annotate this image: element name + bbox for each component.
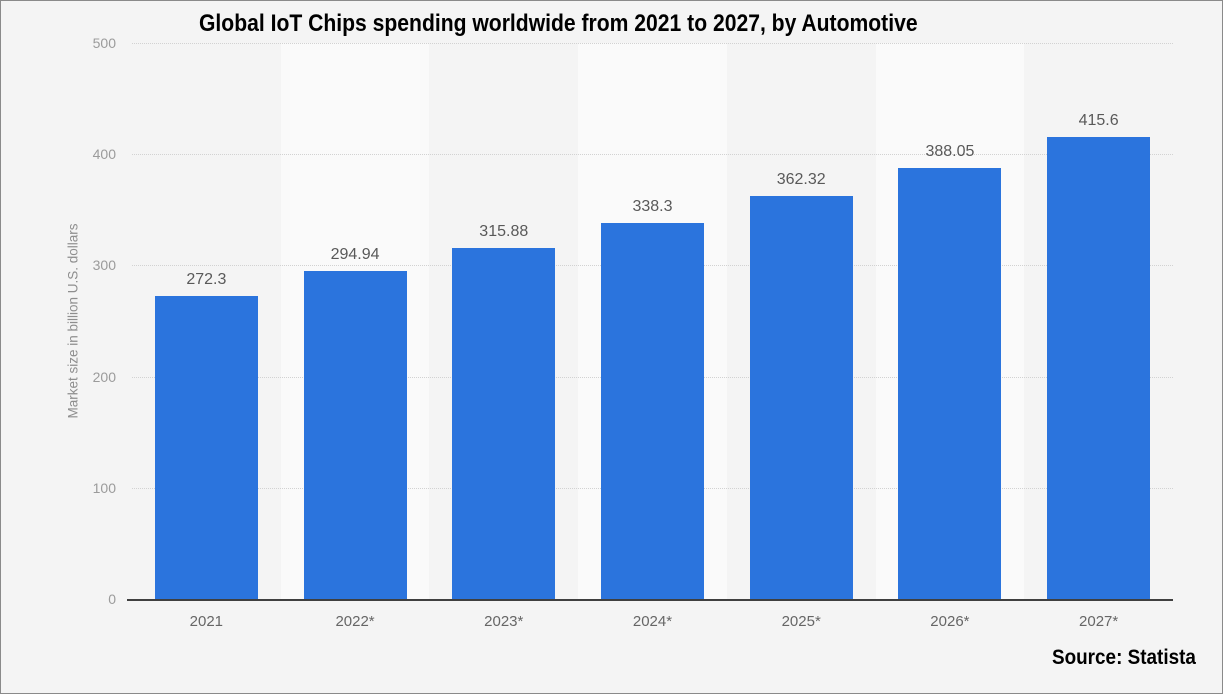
bar-value-label: 294.94 (330, 246, 380, 264)
bar-value-label: 388.05 (925, 142, 975, 160)
x-tick-label: 2023* (484, 613, 524, 630)
y-tick-label: 400 (92, 146, 116, 163)
bar (601, 222, 704, 599)
bar-value-label: 415.6 (1078, 111, 1119, 129)
y-tick-label: 300 (92, 257, 116, 274)
bar-value-label: 338.3 (632, 197, 673, 215)
y-tick-label: 0 (108, 591, 116, 607)
bar (898, 167, 1002, 599)
bar (452, 247, 556, 599)
bar-value-label: 272.3 (186, 271, 227, 289)
y-tick-label: 200 (92, 368, 116, 385)
gridline (132, 154, 1173, 156)
bar-value-label: 362.32 (776, 171, 826, 189)
x-tick-label: 2027* (1079, 613, 1119, 630)
bar (154, 296, 258, 599)
bar (303, 271, 407, 599)
y-tick-label: 500 (92, 35, 116, 51)
bar (749, 196, 853, 599)
x-tick-label: 2021 (189, 613, 224, 630)
chart-title: Global IoT Chips spending worldwide from… (1, 10, 1115, 38)
source-label: Source: Statista (1036, 646, 1196, 670)
bar (1047, 136, 1151, 599)
chart-title-text: Global IoT Chips spending worldwide from… (198, 10, 918, 37)
bar-value-label: 315.88 (479, 222, 529, 240)
gridline (132, 43, 1173, 44)
x-tick-label: 2022* (335, 613, 375, 630)
plot-area: 272.3 294.94 315.88 338.3 362.32 388.05 415.6 (127, 43, 1173, 601)
y-axis-title: Market size in billion U.S. dollars (65, 223, 81, 419)
source-label-text: Source: Statista (1052, 646, 1196, 669)
x-tick-label: 2024* (632, 613, 673, 630)
x-axis-line (127, 599, 1173, 601)
x-tick-label: 2026* (930, 613, 970, 630)
x-tick-label: 2025* (781, 613, 821, 630)
y-tick-label: 100 (92, 479, 116, 496)
